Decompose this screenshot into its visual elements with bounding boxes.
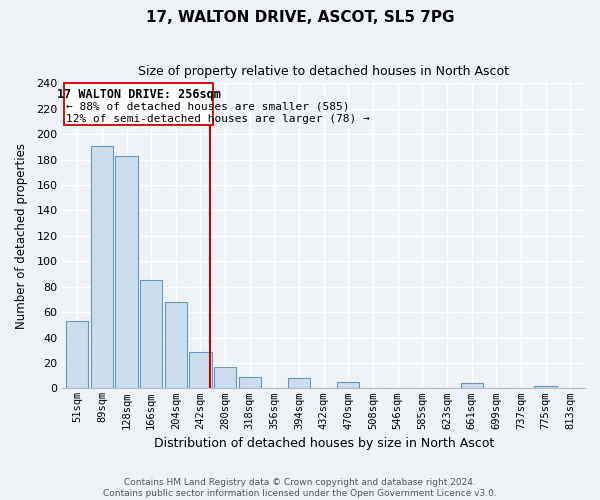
Bar — [140, 280, 162, 388]
Text: ← 88% of detached houses are smaller (585): ← 88% of detached houses are smaller (58… — [66, 101, 350, 111]
Bar — [115, 156, 137, 388]
Text: 17, WALTON DRIVE, ASCOT, SL5 7PG: 17, WALTON DRIVE, ASCOT, SL5 7PG — [146, 10, 454, 25]
Text: Contains HM Land Registry data © Crown copyright and database right 2024.
Contai: Contains HM Land Registry data © Crown c… — [103, 478, 497, 498]
Y-axis label: Number of detached properties: Number of detached properties — [15, 143, 28, 329]
Bar — [214, 367, 236, 388]
Bar — [288, 378, 310, 388]
Bar — [461, 384, 483, 388]
Bar — [190, 352, 212, 389]
Bar — [535, 386, 557, 388]
Bar — [337, 382, 359, 388]
Title: Size of property relative to detached houses in North Ascot: Size of property relative to detached ho… — [138, 65, 509, 78]
Bar — [165, 302, 187, 388]
Text: 17 WALTON DRIVE: 256sqm: 17 WALTON DRIVE: 256sqm — [56, 88, 220, 102]
X-axis label: Distribution of detached houses by size in North Ascot: Distribution of detached houses by size … — [154, 437, 494, 450]
Text: 12% of semi-detached houses are larger (78) →: 12% of semi-detached houses are larger (… — [66, 114, 370, 124]
Bar — [66, 321, 88, 388]
Bar — [91, 146, 113, 388]
Bar — [64, 84, 213, 126]
Bar — [239, 377, 261, 388]
